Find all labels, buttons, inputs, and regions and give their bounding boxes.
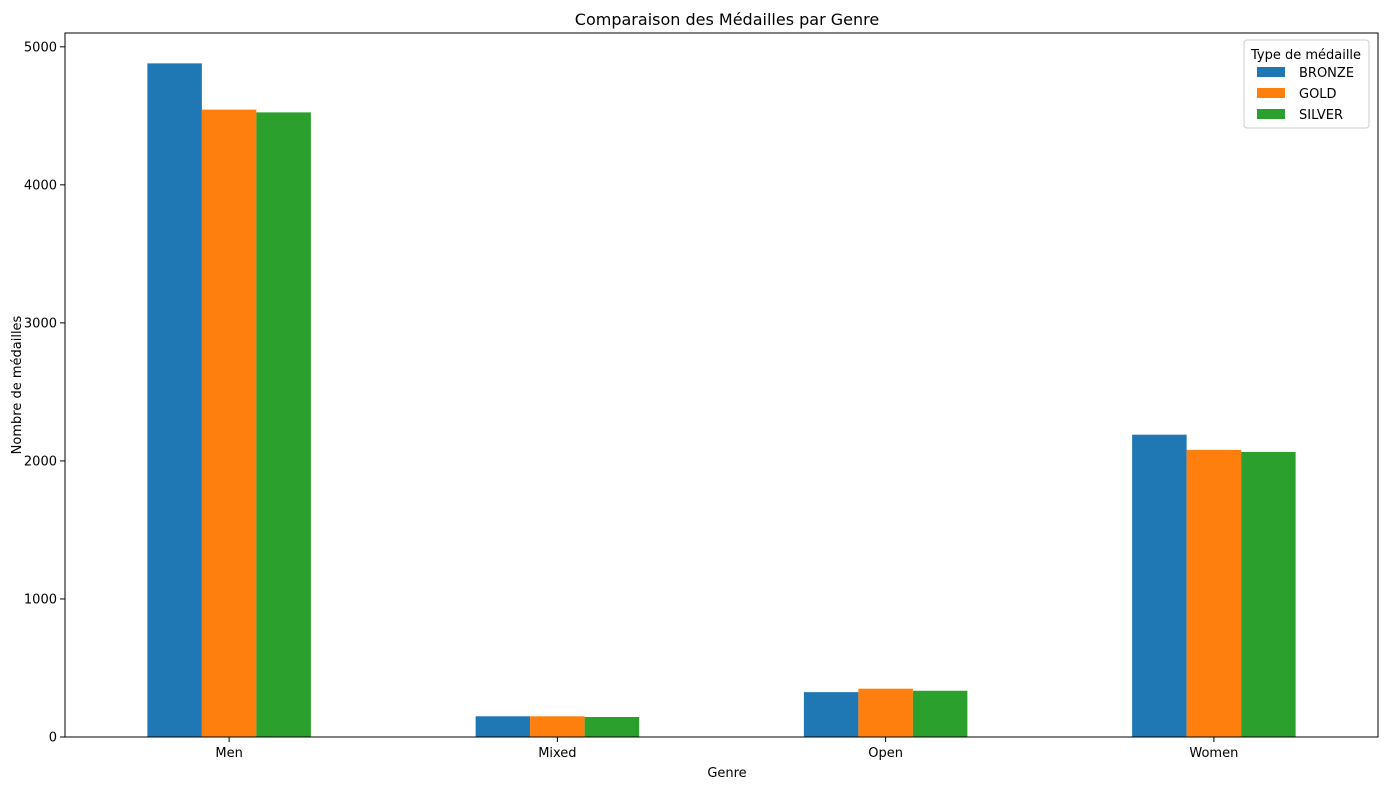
y-tick-label: 2000 xyxy=(24,454,57,469)
bar-bronze-women xyxy=(1132,434,1187,737)
bar-silver-mixed xyxy=(584,716,640,737)
y-tick-label: 0 xyxy=(49,731,57,746)
bar-silver-open xyxy=(912,690,968,737)
legend-items: BRONZE GOLD SILVER xyxy=(1257,66,1354,123)
bar-gold-women xyxy=(1186,449,1242,737)
bar-bronze-men xyxy=(147,63,202,738)
bar-gold-mixed xyxy=(530,716,585,737)
bars-layer xyxy=(147,63,1296,738)
legend-label-silver: SILVER xyxy=(1299,108,1343,123)
y-tick-label: 5000 xyxy=(24,40,57,55)
plot-frame xyxy=(64,32,1379,738)
x-tick-label: Mixed xyxy=(538,746,576,761)
y-tick-label: 3000 xyxy=(24,316,57,331)
legend-swatch-gold xyxy=(1257,88,1285,98)
x-tick-label: Open xyxy=(868,746,903,761)
axes-layer: 0 1000 2000 3000 4000 5000 Men Mixed Open Women xyxy=(24,40,1238,761)
x-tick-label: Men xyxy=(215,746,242,761)
x-tick-label: Women xyxy=(1189,746,1238,761)
legend-label-gold: GOLD xyxy=(1299,87,1337,102)
bar-gold-men xyxy=(201,109,257,738)
bar-bronze-open xyxy=(803,692,859,737)
y-tick-label: 1000 xyxy=(24,592,57,607)
bar-silver-women xyxy=(1241,451,1296,737)
legend: Type de médaille BRONZE GOLD SILVER xyxy=(1243,39,1370,129)
legend-swatch-silver xyxy=(1257,109,1285,119)
bar-bronze-mixed xyxy=(475,716,531,737)
bar-silver-men xyxy=(256,112,311,738)
y-axis-title: Nombre de médailles xyxy=(10,315,25,454)
bar-gold-open xyxy=(858,688,913,737)
x-axis-title: Genre xyxy=(707,766,746,781)
legend-box xyxy=(1243,39,1370,129)
chart-title: Comparaison des Médailles par Genre xyxy=(575,10,879,29)
legend-swatch-bronze xyxy=(1257,67,1285,77)
y-tick-label: 4000 xyxy=(24,178,57,193)
legend-label-bronze: BRONZE xyxy=(1299,66,1354,81)
legend-title: Type de médaille xyxy=(1250,48,1361,63)
